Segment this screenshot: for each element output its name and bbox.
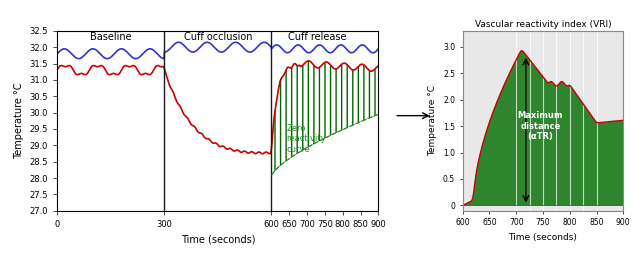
- X-axis label: Time (seconds): Time (seconds): [509, 233, 577, 242]
- Text: Cuff release: Cuff release: [289, 32, 347, 42]
- Text: Zero
reactivity
curve: Zero reactivity curve: [287, 124, 326, 154]
- X-axis label: Time (seconds): Time (seconds): [181, 234, 255, 244]
- Text: Maximum
distance
(αTR): Maximum distance (αTR): [518, 111, 563, 141]
- Text: Cuff occlusion: Cuff occlusion: [184, 32, 252, 42]
- Title: Vascular reactivity index (VRI): Vascular reactivity index (VRI): [474, 20, 611, 29]
- Y-axis label: Temperature °C: Temperature °C: [14, 82, 24, 159]
- Text: Baseline: Baseline: [90, 32, 132, 42]
- Y-axis label: Temperature °C: Temperature °C: [429, 85, 438, 156]
